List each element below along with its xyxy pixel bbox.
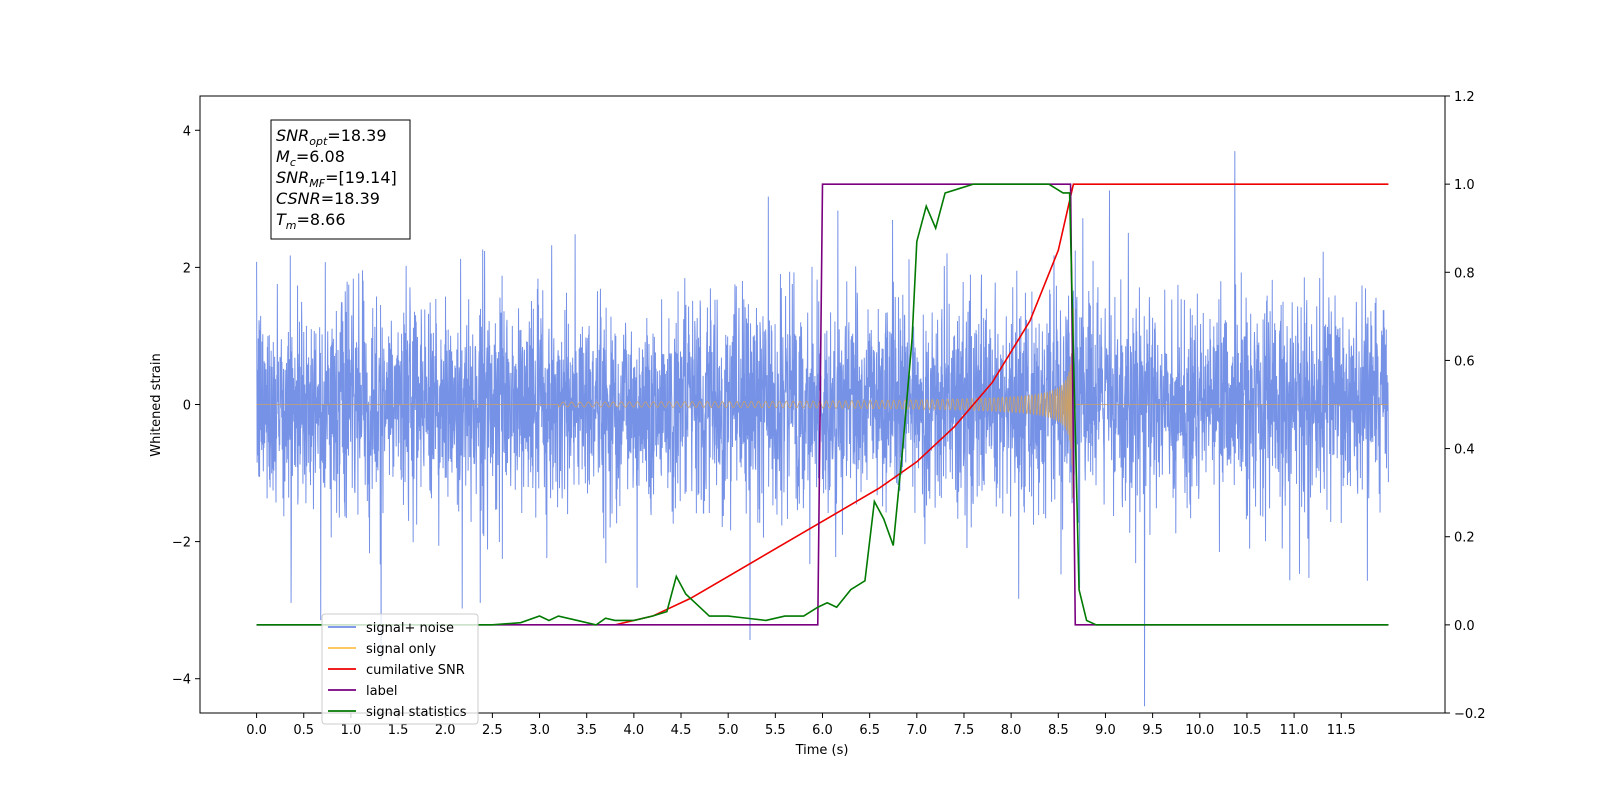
annotation-box: SNRopt=18.39Mc=6.08SNRMF=[19.14]CSNR=18.… [270,119,411,240]
x-tick-label: 3.0 [529,723,550,738]
annotation-line: Mc=6.08 [276,147,345,169]
x-tick-label: 4.0 [624,723,645,738]
y-tick-label: 2 [183,261,191,276]
annotation-line: SNRMF=[19.14] [276,168,397,190]
legend-label: signal only [366,642,436,657]
legend: signal+ noise signal only cumilative SNR la… [321,613,479,725]
y-tick-label: 4 [183,124,191,139]
y2-tick-label: 0.6 [1454,354,1475,369]
y2-tick-label: −0.2 [1454,707,1486,722]
annotation-line: SNRopt=18.39 [276,126,387,148]
y-axis-label: Whitened strain [149,353,164,456]
x-tick-label: 9.5 [1142,723,1163,738]
y2-tick-label: 0.0 [1454,619,1475,634]
legend-frame [321,613,479,725]
y2-tick-label: 0.8 [1454,266,1475,281]
annotation-line: CSNR=18.39 [276,189,380,208]
y2-tick-label: 0.4 [1454,443,1475,458]
x-tick-label: 11.0 [1280,723,1309,738]
x-tick-label: 9.0 [1095,723,1116,738]
y2-tick-label: 1.0 [1454,178,1475,193]
x-tick-label: 2.0 [435,723,456,738]
x-tick-label: 7.5 [954,723,975,738]
x-tick-label: 8.0 [1001,723,1022,738]
x-axis-label: Time (s) [795,743,849,758]
annotation-frame [270,119,411,240]
y2-tick-label: 1.2 [1454,90,1475,105]
x-tick-label: 0.0 [246,723,267,738]
x-tick-label: 5.0 [718,723,739,738]
y2-tick-label: 0.2 [1454,531,1475,546]
annotation-line: Tm=8.66 [276,210,346,232]
x-tick-label: 10.0 [1185,723,1214,738]
x-tick-label: 10.5 [1232,723,1261,738]
series-signal-only [256,308,1389,499]
axes-layer: 0.0 0.5 1.0 1.5 2.0 2.5 3.0 3.5 4.0 4.5 5.0 5.5 6.0 6… [172,90,1486,738]
series-cumilative-snr [614,183,1389,626]
y-tick-label: 0 [183,399,191,414]
legend-label: signal+ noise [366,621,454,636]
x-tick-label: 5.5 [765,723,786,738]
x-tick-label: 3.5 [576,723,597,738]
x-tick-label: 11.5 [1327,723,1356,738]
x-tick-label: 6.5 [859,723,880,738]
series-signal-noise [256,151,1389,707]
y-tick-label: −4 [172,673,191,688]
x-tick-label: 7.0 [906,723,927,738]
y-tick-label: −2 [172,536,191,551]
x-tick-label: 1.0 [341,723,362,738]
x-tick-label: 2.5 [482,723,503,738]
series-signal-statistics [256,183,1389,626]
x-tick-label: 6.0 [812,723,833,738]
legend-label: cumilative SNR [366,663,465,678]
x-tick-label: 1.5 [388,723,409,738]
x-tick-label: 4.5 [671,723,692,738]
legend-label: label [366,684,397,699]
legend-label: signal statistics [366,705,467,720]
series-layer [256,151,1389,707]
x-tick-label: 0.5 [293,723,314,738]
x-tick-label: 8.5 [1048,723,1069,738]
